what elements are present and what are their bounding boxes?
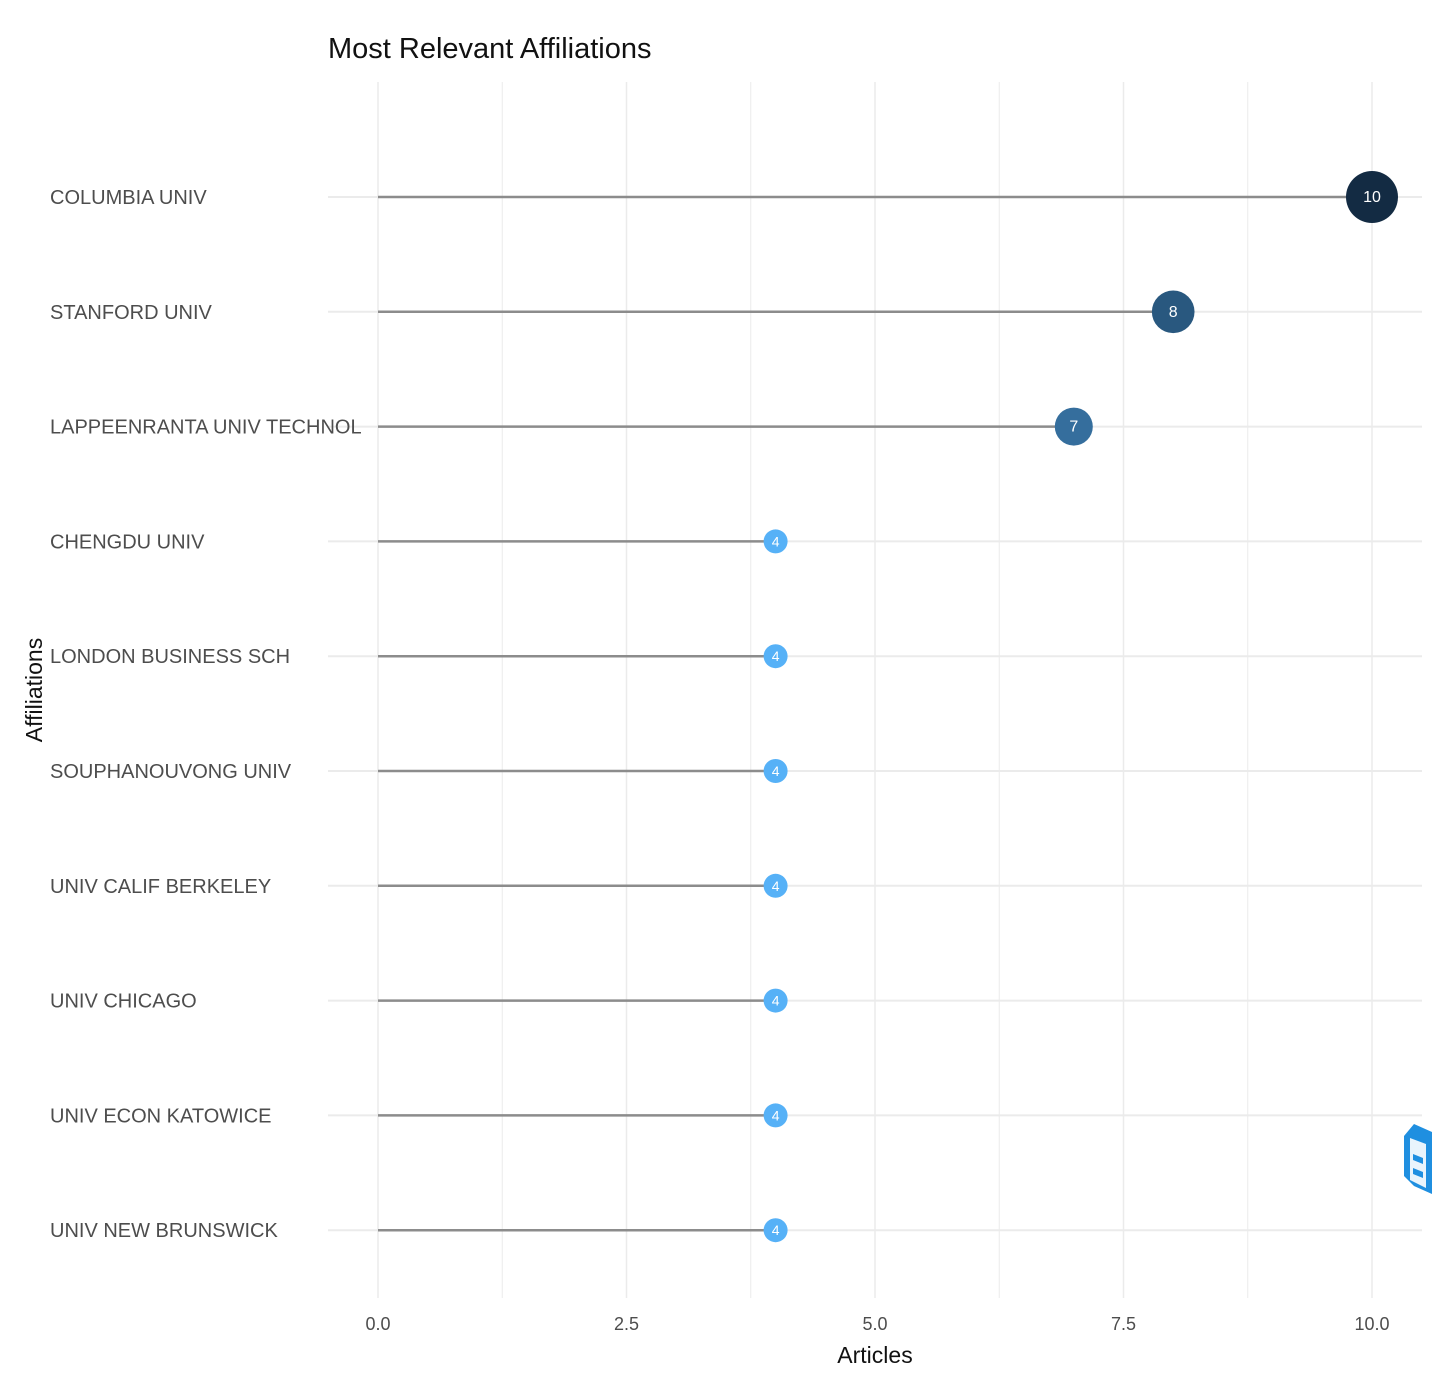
- x-tick-label: 0.0: [365, 1314, 390, 1334]
- category-label: UNIV ECON KATOWICE: [50, 1105, 272, 1127]
- point-value-label: 4: [772, 1222, 780, 1238]
- category-label: CHENGDU UNIV: [50, 531, 205, 553]
- lollipop-point: [763, 873, 788, 898]
- lollipop-stems: [378, 195, 1372, 1232]
- category-label: UNIV CHICAGO: [50, 991, 197, 1013]
- y-axis-title: Affiliations: [21, 638, 47, 742]
- lollipop-point: [1151, 290, 1195, 334]
- point-value-label: 4: [772, 993, 780, 1009]
- x-axis-tick-labels: 0.0 2.5 5.0 7.5 10.0: [365, 1314, 1389, 1334]
- point-value-label: 4: [772, 763, 780, 779]
- category-label: LAPPEENRANTA UNIV TECHNOL: [50, 417, 362, 439]
- lollipop-point: [763, 1103, 788, 1128]
- x-axis-title: Articles: [837, 1342, 912, 1368]
- x-tick-label: 10.0: [1354, 1314, 1389, 1334]
- chart-title: Most Relevant Affiliations: [328, 33, 651, 65]
- lollipop-point: [763, 529, 788, 554]
- lollipop-point: [763, 759, 788, 783]
- lollipop-point: [763, 644, 788, 669]
- category-label: COLUMBIA UNIV: [50, 187, 207, 209]
- category-label: LONDON BUSINESS SCH: [50, 646, 290, 668]
- lollipop-points: 10 8 7 4 4 4 4 4 4 4: [763, 171, 1398, 1243]
- point-value-label: 4: [772, 648, 780, 664]
- category-label: UNIV CALIF BERKELEY: [50, 876, 271, 898]
- point-value-label: 7: [1069, 419, 1078, 436]
- x-tick-label: 2.5: [614, 1314, 639, 1334]
- bibliometrix-logo-icon: [1404, 1124, 1432, 1194]
- lollipop-point: [763, 1218, 788, 1243]
- point-value-label: 4: [772, 1107, 780, 1123]
- lollipop-point: [763, 988, 788, 1013]
- point-value-label: 4: [772, 533, 780, 549]
- category-label: UNIV NEW BRUNSWICK: [50, 1220, 278, 1242]
- y-axis-category-labels: COLUMBIA UNIV STANFORD UNIV LAPPEENRANTA U…: [50, 187, 362, 1242]
- lollipop-point: [1346, 171, 1398, 223]
- category-label: STANFORD UNIV: [50, 302, 213, 324]
- point-value-label: 4: [772, 878, 780, 894]
- point-value-label: 8: [1169, 304, 1178, 321]
- x-tick-label: 7.5: [1111, 1314, 1136, 1334]
- lollipop-point: [1054, 407, 1093, 446]
- category-label: SOUPHANOUVONG UNIV: [50, 761, 292, 783]
- x-tick-label: 5.0: [862, 1314, 887, 1334]
- point-value-label: 10: [1363, 189, 1381, 206]
